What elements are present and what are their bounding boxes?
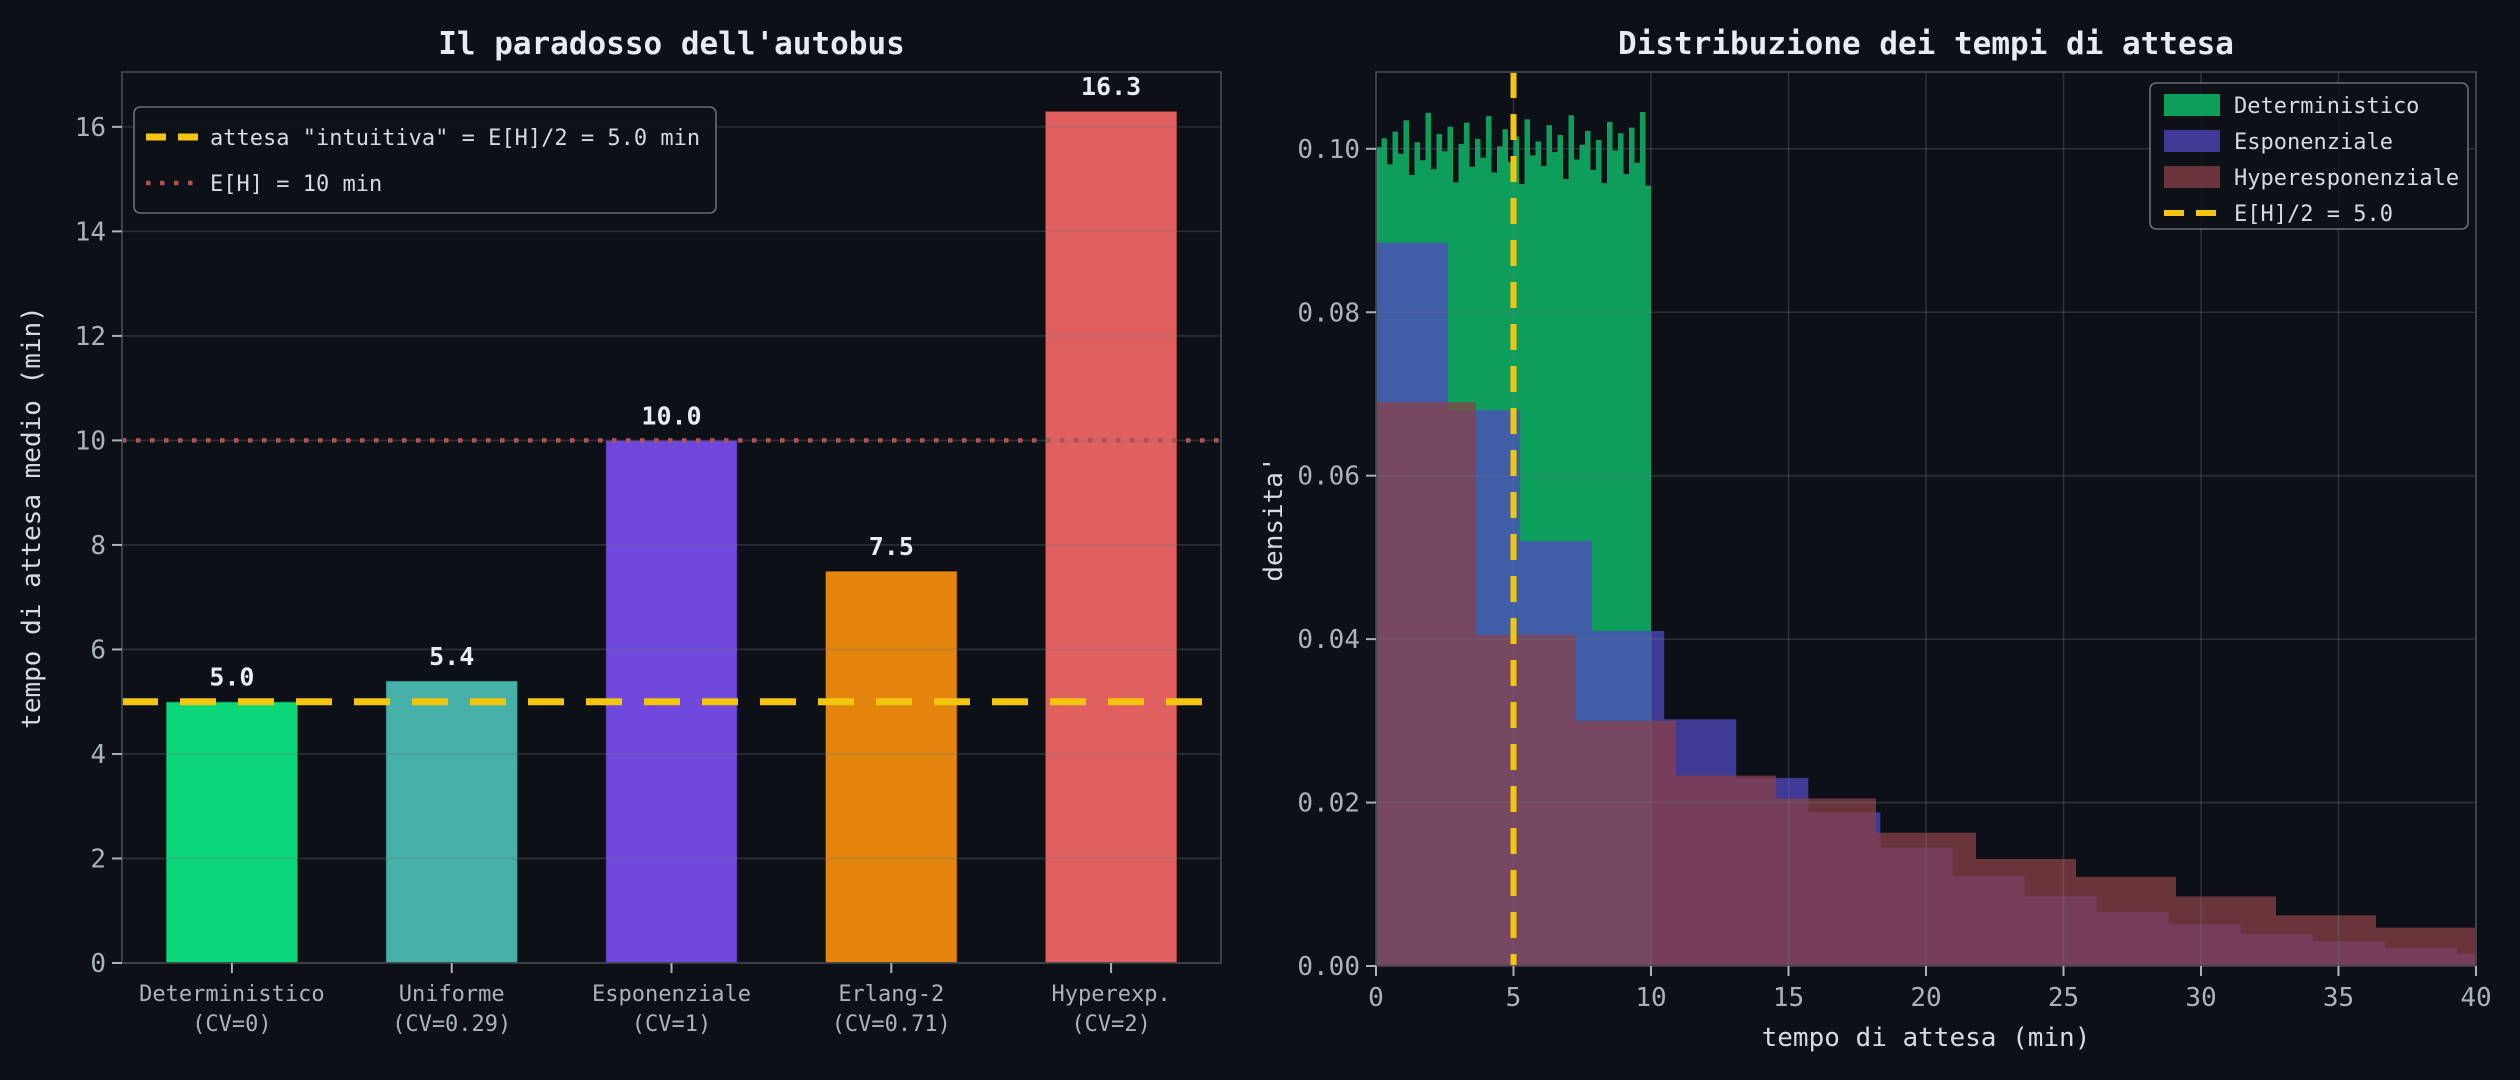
y-tick-label: 10 bbox=[75, 426, 106, 456]
x-category-sublabel: (CV=0) bbox=[192, 1012, 271, 1037]
right-chart-ylabel: densita' bbox=[1260, 456, 1289, 581]
legend-swatch bbox=[2164, 94, 2220, 116]
histogram-svg: 0.00 0.02 0.04 0.06 0.08 0.10 0 5 10 15 20 25 30 35 40… bbox=[1260, 0, 2520, 1080]
legend-label: E[H]/2 = 5.0 bbox=[2234, 202, 2393, 227]
legend-box bbox=[133, 106, 717, 214]
legend-box bbox=[2149, 82, 2469, 230]
x-category-label: Esponenziale bbox=[592, 982, 751, 1007]
x-tick-label: 35 bbox=[2323, 983, 2354, 1013]
x-category-sublabel: (CV=0.29) bbox=[392, 1012, 511, 1037]
x-category-label: Erlang-2 bbox=[838, 982, 944, 1007]
bar-value-label: 5.4 bbox=[429, 642, 474, 671]
x-category-label: Uniforme bbox=[399, 982, 505, 1007]
legend-label: E[H] = 10 min bbox=[210, 172, 382, 197]
left-chart-title: Il paradosso dell'autobus bbox=[438, 26, 905, 62]
bar-value-label: 10.0 bbox=[641, 401, 701, 430]
legend-label: attesa "intuitiva" = E[H]/2 = 5.0 min bbox=[210, 126, 700, 151]
x-tick-label: 40 bbox=[2460, 983, 2491, 1013]
y-tick-label: 0.06 bbox=[1297, 462, 1360, 492]
x-tick-label: 25 bbox=[2048, 983, 2079, 1013]
y-tick-label: 0.02 bbox=[1297, 789, 1360, 819]
bar-erlang-2 bbox=[824, 570, 958, 964]
legend-label: Esponenziale bbox=[2234, 130, 2393, 155]
x-tick-label: 0 bbox=[1368, 983, 1384, 1013]
bar-uniforme bbox=[385, 680, 519, 964]
legend-label: Deterministico bbox=[2234, 94, 2419, 119]
right-chart-title: Distribuzione dei tempi di attesa bbox=[1618, 26, 2234, 62]
bar-deterministico bbox=[165, 700, 299, 964]
bar-value-label: 16.3 bbox=[1081, 72, 1141, 101]
x-category-sublabel: (CV=1) bbox=[632, 1012, 711, 1037]
y-tick-label: 4 bbox=[90, 740, 106, 770]
y-tick-label: 0.08 bbox=[1297, 298, 1360, 328]
y-tick-label: 6 bbox=[90, 635, 106, 665]
bar-chart-svg: 5.0 5.4 10.0 7.5 16.3 0 2 4 6 8 10 12 14 16 Determinis… bbox=[17, 26, 1222, 1037]
right-chart-xlabel: tempo di attesa (min) bbox=[1762, 1023, 2091, 1053]
y-tick-label: 0.00 bbox=[1297, 952, 1360, 982]
x-category-label: Deterministico bbox=[139, 982, 324, 1007]
x-tick-label: 30 bbox=[2185, 983, 2216, 1013]
y-tick-label: 12 bbox=[75, 322, 106, 352]
legend-label: Hyperesponenziale bbox=[2234, 166, 2459, 191]
y-tick-label: 0.10 bbox=[1297, 135, 1360, 165]
bar-hyperexp- bbox=[1044, 110, 1178, 964]
histogram-panel: 0.00 0.02 0.04 0.06 0.08 0.10 0 5 10 15 20 25 30 35 40… bbox=[1260, 0, 2520, 1080]
y-tick-label: 2 bbox=[90, 844, 106, 874]
bar-value-label: 5.0 bbox=[209, 663, 254, 692]
x-tick-label: 20 bbox=[1910, 983, 1941, 1013]
left-chart-ylabel: tempo di attesa medio (min) bbox=[17, 306, 47, 729]
x-tick-label: 10 bbox=[1635, 983, 1666, 1013]
x-category-sublabel: (CV=0.71) bbox=[832, 1012, 951, 1037]
x-tick-label: 5 bbox=[1506, 983, 1522, 1013]
legend-swatch bbox=[2164, 166, 2220, 188]
y-tick-label: 0.04 bbox=[1297, 625, 1360, 655]
right-legend: Deterministico Esponenziale Hyperesponenzi… bbox=[2149, 82, 2469, 230]
bar-chart-panel: 5.0 5.4 10.0 7.5 16.3 0 2 4 6 8 10 12 14 16 Determinis… bbox=[17, 26, 1222, 1037]
y-tick-label: 16 bbox=[75, 113, 106, 143]
x-tick-label: 15 bbox=[1773, 983, 1804, 1013]
left-legend: attesa "intuitiva" = E[H]/2 = 5.0 min E[H… bbox=[133, 106, 717, 214]
y-tick-label: 14 bbox=[75, 217, 106, 247]
bar-value-label: 7.5 bbox=[869, 532, 914, 561]
y-tick-label: 8 bbox=[90, 531, 106, 561]
x-category-label: Hyperexp. bbox=[1051, 982, 1170, 1007]
hist-hyperesponenziale bbox=[1376, 402, 2476, 966]
y-tick-label: 0 bbox=[90, 949, 106, 979]
legend-swatch bbox=[2164, 130, 2220, 152]
x-category-sublabel: (CV=2) bbox=[1071, 1012, 1150, 1037]
